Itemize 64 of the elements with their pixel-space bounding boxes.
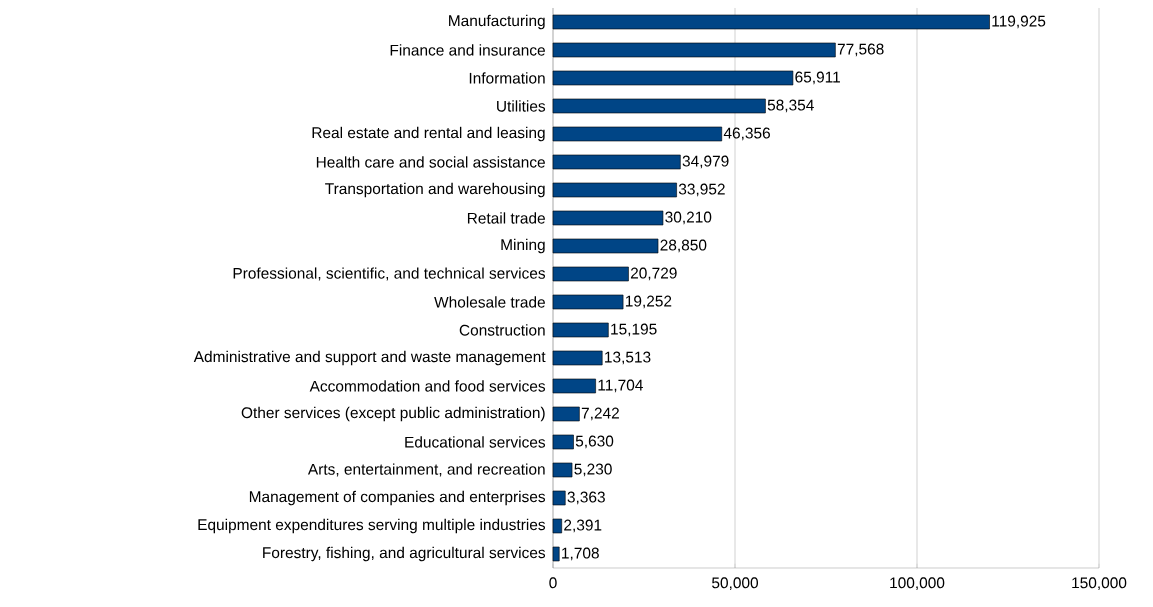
- y-tick-label: Information: [469, 72, 545, 84]
- bar: [552, 406, 580, 422]
- bar: [552, 546, 560, 562]
- bar: [552, 322, 609, 338]
- y-tick-label: Forestry, fishing, and agricultural services: [263, 546, 546, 562]
- y-tick-label: Construction: [459, 324, 545, 336]
- data-label: 5,630: [575, 435, 614, 449]
- data-label: 1,708: [562, 547, 599, 561]
- y-tick-label: Other services (except public administration): [241, 406, 545, 422]
- y-tick-label: Utilities: [497, 100, 546, 112]
- data-label: 3,363: [567, 491, 605, 505]
- data-label: 77,568: [837, 43, 884, 57]
- y-tick-label: Arts, entertainment, and recreation: [307, 463, 545, 477]
- bar: [552, 182, 677, 198]
- data-label: 15,195: [611, 323, 657, 337]
- bar: [552, 238, 659, 254]
- data-label: 19,252: [625, 295, 672, 309]
- data-label: 28,850: [660, 239, 707, 253]
- y-tick-label: Accommodation and food services: [309, 380, 546, 392]
- x-tick-label: 50,000: [712, 577, 759, 591]
- data-label: 5,230: [574, 463, 612, 477]
- bar: [552, 210, 664, 226]
- data-label: 11,704: [598, 379, 643, 393]
- bar: [552, 350, 603, 366]
- data-label: 58,354: [767, 99, 814, 113]
- data-label: 20,729: [630, 267, 677, 281]
- y-tick-label: Equipment expenditures serving multiple industries: [198, 518, 546, 534]
- y-tick-label: Wholesale trade: [434, 296, 545, 308]
- bar: [552, 42, 836, 58]
- bar: [552, 378, 596, 394]
- x-tick-label: 0: [549, 577, 557, 589]
- bar: [552, 70, 794, 86]
- bar: [552, 294, 624, 310]
- bar: [552, 518, 563, 534]
- data-label: 2,391: [564, 519, 602, 533]
- x-tick-label: 150,000: [1072, 577, 1127, 591]
- bar: [552, 98, 766, 114]
- data-label: 30,210: [665, 211, 712, 225]
- y-tick-label: Professional, scientific, and technical services: [233, 267, 546, 281]
- y-tick-label: Finance and insurance: [390, 44, 545, 56]
- bar: [552, 434, 574, 450]
- y-tick-label: Administrative and support and waste management: [193, 350, 546, 366]
- y-tick-label: Real estate and rental and leasing: [312, 126, 545, 142]
- data-label: 7,242: [581, 407, 619, 421]
- y-tick-label: Mining: [501, 238, 545, 254]
- data-label: 46,356: [723, 127, 770, 141]
- bar: [552, 154, 681, 170]
- bar: [552, 462, 573, 478]
- bar: [552, 126, 723, 142]
- y-tick-label: Management of companies and enterprises: [249, 490, 546, 506]
- y-tick-label: Manufacturing: [449, 14, 545, 30]
- y-tick-label: Transportation and warehousing: [325, 182, 545, 198]
- data-label: 119,925: [992, 15, 1046, 29]
- y-tick-label: Educational services: [405, 436, 546, 448]
- x-tick-label: 100,000: [890, 577, 945, 591]
- bar: [552, 490, 566, 506]
- bar: [552, 266, 629, 282]
- y-tick-label: Retail trade: [467, 212, 545, 224]
- bar: [552, 14, 990, 30]
- data-label: 34,979: [682, 155, 729, 169]
- data-label: 65,911: [795, 71, 840, 85]
- data-label: 33,952: [678, 183, 725, 197]
- y-tick-label: Health care and social assistance: [316, 156, 545, 168]
- data-label: 13,513: [605, 351, 651, 365]
